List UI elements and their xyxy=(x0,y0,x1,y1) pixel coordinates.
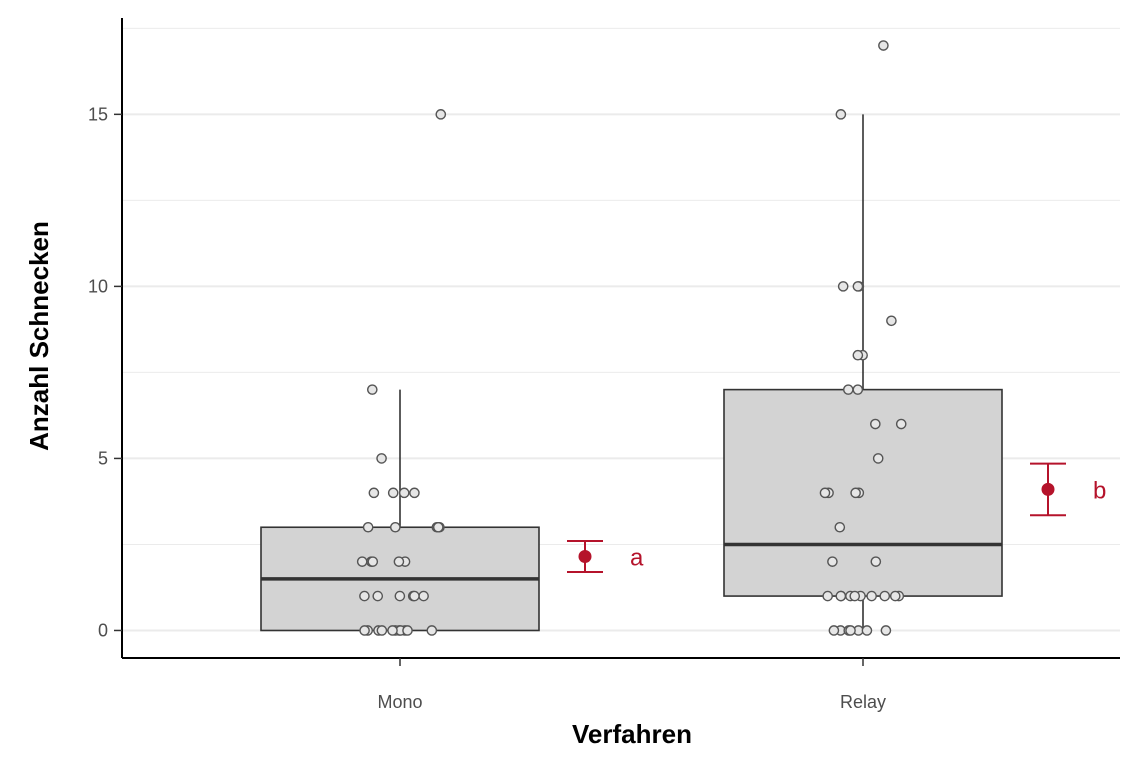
y-tick-label: 15 xyxy=(88,104,108,124)
mean-point-mono xyxy=(578,549,592,563)
grid-lines xyxy=(122,27,1120,632)
data-point xyxy=(870,556,882,567)
y-axis-title: Anzahl Schnecken xyxy=(24,221,54,451)
data-point xyxy=(387,487,399,499)
data-point xyxy=(819,487,831,499)
significance-letter-mono: a xyxy=(630,544,644,571)
data-point xyxy=(356,556,368,567)
data-point xyxy=(866,590,877,602)
data-point xyxy=(822,590,833,602)
data-point xyxy=(376,453,387,464)
data-point xyxy=(362,521,374,533)
data-point xyxy=(367,556,379,567)
data-point xyxy=(432,521,444,533)
data-point xyxy=(879,590,891,602)
data-point xyxy=(861,625,873,636)
data-point xyxy=(359,625,370,636)
data-point xyxy=(845,625,856,636)
data-point xyxy=(870,418,881,430)
data-point xyxy=(426,625,438,636)
significance-letter-relay: b xyxy=(1093,477,1106,504)
data-point xyxy=(835,590,847,602)
data-point xyxy=(872,453,884,464)
data-point xyxy=(359,590,370,602)
data-point xyxy=(827,556,838,567)
data-point xyxy=(394,590,406,602)
data-point xyxy=(889,590,901,602)
data-point xyxy=(850,487,861,499)
data-point xyxy=(852,281,864,292)
data-points xyxy=(356,40,907,636)
data-point xyxy=(878,40,889,51)
data-point xyxy=(852,349,864,361)
y-tick-label: 10 xyxy=(88,276,108,296)
data-point xyxy=(895,418,907,430)
data-point xyxy=(367,384,378,395)
data-point xyxy=(834,521,846,533)
data-point xyxy=(368,487,380,499)
data-point xyxy=(842,384,854,395)
data-point xyxy=(852,384,864,395)
data-point xyxy=(837,281,849,292)
data-point xyxy=(387,625,398,636)
data-point xyxy=(886,315,897,327)
mean-point-relay xyxy=(1041,482,1055,496)
data-point xyxy=(835,109,847,120)
data-point xyxy=(390,521,401,533)
x-axis-title: Verfahren xyxy=(572,719,692,749)
y-tick-label: 0 xyxy=(98,620,108,640)
data-point xyxy=(372,590,384,602)
data-point xyxy=(880,625,892,636)
x-tick-label-relay: Relay xyxy=(840,692,886,712)
data-point xyxy=(418,590,429,602)
data-point xyxy=(828,625,840,636)
data-point xyxy=(409,590,420,602)
data-point xyxy=(849,590,861,602)
data-point xyxy=(402,625,413,636)
data-point xyxy=(398,487,410,499)
y-tick-label: 5 xyxy=(98,448,108,468)
data-point xyxy=(376,625,388,636)
data-point xyxy=(435,109,447,120)
data-point xyxy=(409,487,420,499)
axes: 0 5 10 15 Mono Relay xyxy=(88,18,1120,712)
data-point xyxy=(393,556,405,567)
mean-ci-markers: ab xyxy=(567,462,1106,573)
boxes xyxy=(260,114,1003,632)
x-tick-label-mono: Mono xyxy=(377,692,422,712)
